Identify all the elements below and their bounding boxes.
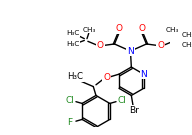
Text: H₃C: H₃C xyxy=(66,41,79,47)
Text: Cl: Cl xyxy=(65,96,74,105)
Text: O: O xyxy=(115,24,122,33)
Text: O: O xyxy=(157,41,164,50)
Text: CH₃: CH₃ xyxy=(83,27,96,33)
Text: F: F xyxy=(67,118,72,127)
Text: O: O xyxy=(97,41,104,50)
Text: H₃C: H₃C xyxy=(66,30,79,36)
Text: N: N xyxy=(127,47,134,56)
Text: Br: Br xyxy=(129,106,139,115)
Text: Cl: Cl xyxy=(118,96,127,105)
Text: CH₃: CH₃ xyxy=(166,27,179,33)
Text: CH₃: CH₃ xyxy=(181,32,192,38)
Text: N: N xyxy=(140,70,147,79)
Text: O: O xyxy=(103,73,110,82)
Text: H₃C: H₃C xyxy=(68,72,84,81)
Text: CH₃: CH₃ xyxy=(181,42,192,48)
Text: O: O xyxy=(138,24,146,33)
